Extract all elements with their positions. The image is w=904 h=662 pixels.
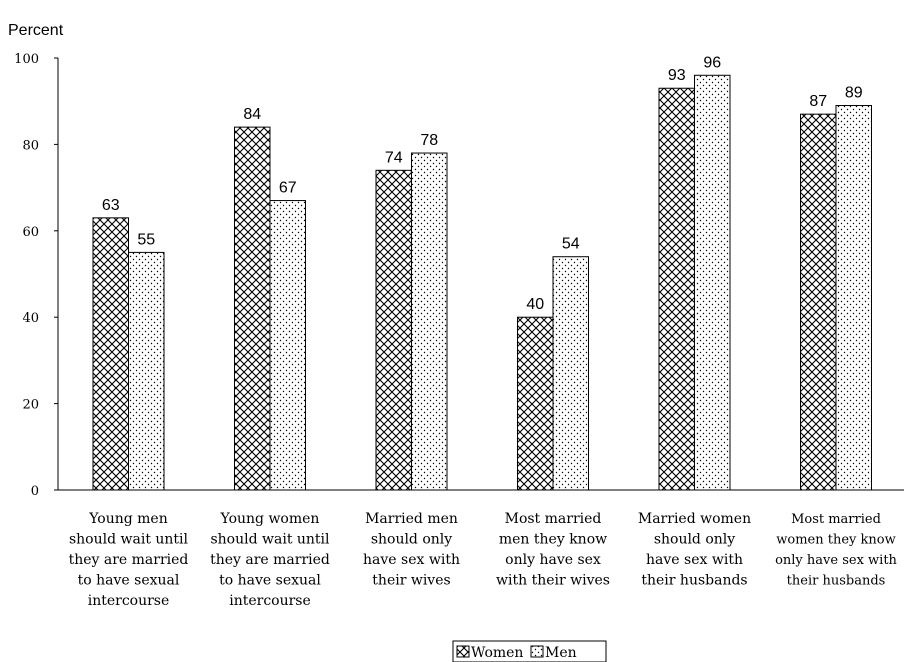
y-axis: 0 20 40 60 80 100 (14, 52, 904, 499)
x-category-label: Most married women they know only have sex… (775, 512, 897, 589)
legend-label-men: Men (545, 645, 577, 661)
x-category-label: Married women should only have sex with the… (638, 511, 751, 589)
data-label: 93 (668, 67, 686, 84)
bar-women (517, 316, 554, 491)
x-category-label: Young men should wait until they are marri… (69, 511, 189, 609)
data-labels-group: 63 55 84 67 74 78 40 54 93 96 87 89 (102, 54, 863, 313)
y-tick-label: 40 (22, 311, 39, 326)
x-category-label-line: Most married (505, 511, 602, 527)
data-label: 96 (703, 54, 721, 71)
x-category-label-line: Young men (88, 511, 167, 527)
x-category-label-line: Young women (220, 511, 320, 527)
data-label: 63 (102, 197, 120, 214)
x-category-label-line: Married women (638, 511, 751, 527)
x-category-label-line: should wait until (69, 532, 189, 548)
data-label: 89 (845, 85, 863, 102)
legend-swatch-men (530, 645, 544, 658)
bars-group (92, 74, 872, 491)
x-category-label-line: should only (654, 532, 735, 548)
x-category-label-line: intercourse (229, 593, 311, 609)
x-category-label-line: their husbands (787, 574, 886, 589)
data-label: 55 (137, 231, 155, 248)
x-category-label-line: have sex with (363, 552, 460, 568)
legend-box (452, 640, 607, 662)
data-label: 84 (243, 106, 261, 123)
category-labels-group: Young men should wait until they are marri… (69, 511, 898, 609)
bar-women (800, 113, 837, 491)
x-category-label-line: to have sexual (78, 573, 180, 589)
bar-men (269, 200, 306, 491)
bar-men (835, 105, 872, 491)
bar-women (658, 87, 695, 491)
bar-men (128, 251, 165, 491)
x-category-label-line: should wait until (210, 532, 330, 548)
y-tick-label: 60 (22, 225, 39, 240)
legend: Women Men (452, 640, 607, 662)
data-label: 87 (809, 93, 827, 110)
x-category-label: Most married men they know only have sex wi… (496, 511, 610, 589)
bar-men (552, 256, 589, 491)
x-category-label: Married men should only have sex with their… (363, 511, 460, 589)
x-category-label-line: their wives (372, 573, 450, 589)
x-category-label-line: their husbands (641, 573, 747, 589)
bar-men (694, 74, 731, 491)
x-category-label-line: men they know (499, 532, 607, 548)
legend-label-women: Women (471, 645, 523, 661)
x-category-label-line: with their wives (496, 573, 610, 589)
x-category-label-line: Married men (365, 511, 458, 527)
x-category-label-line: to have sexual (219, 573, 321, 589)
x-category-label-line: only have sex with (775, 553, 897, 568)
x-category-label-line: intercourse (88, 593, 170, 609)
bar-women (92, 217, 129, 491)
x-category-label: Young women should wait until they are mar… (210, 511, 330, 609)
x-category-label-line: they are married (210, 552, 330, 568)
legend-swatch-women (456, 645, 470, 658)
y-tick-label: 100 (14, 52, 39, 67)
bar-women (375, 169, 412, 491)
data-label: 78 (420, 132, 438, 149)
x-category-label-line: they are married (69, 552, 189, 568)
x-category-label-line: have sex with (646, 552, 743, 568)
x-category-label-line: women they know (776, 533, 895, 548)
x-category-label-line: only have sex (505, 552, 601, 568)
data-label: 54 (562, 236, 580, 253)
y-tick-label: 20 (22, 398, 39, 413)
y-axis-title: Percent (8, 22, 64, 39)
y-tick-label: 80 (22, 138, 39, 153)
bar-women (234, 126, 271, 491)
data-label: 40 (526, 296, 544, 313)
x-category-label-line: should only (371, 532, 452, 548)
x-category-label-line: Most married (791, 512, 881, 527)
y-tick-label: 0 (31, 484, 39, 499)
data-label: 74 (385, 149, 403, 166)
data-label: 67 (279, 180, 297, 197)
bar-men (411, 152, 448, 491)
